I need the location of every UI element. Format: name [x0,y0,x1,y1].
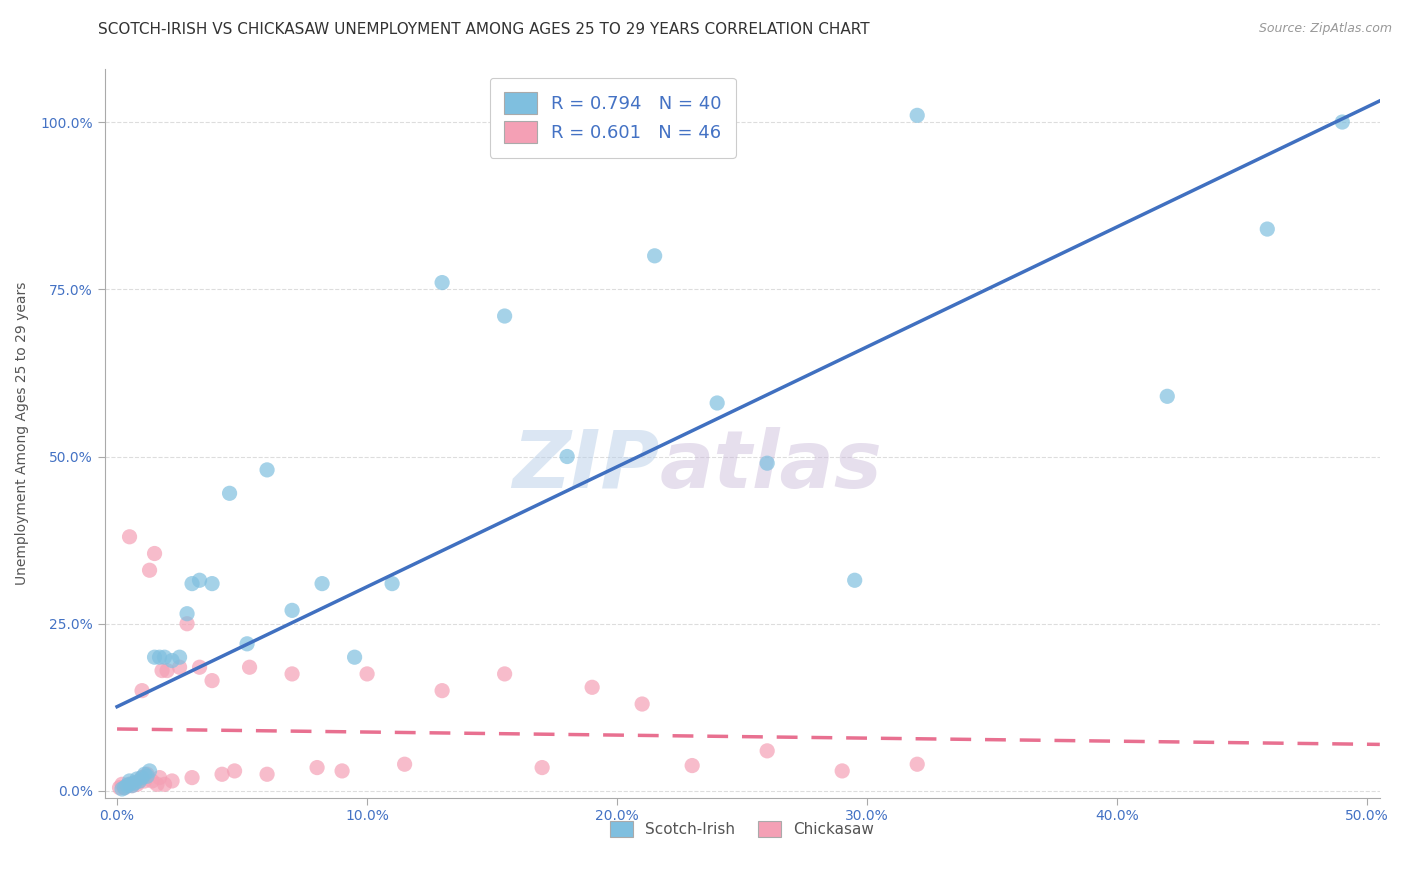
Point [150,664,173,678]
Point [218,486,240,500]
Point [118,777,141,791]
Point [381,576,404,591]
Point [176,607,198,621]
Point [181,576,204,591]
Point [131,771,153,785]
Point [124,776,146,790]
Point [1156,389,1178,403]
Point [256,767,278,781]
Point [706,396,728,410]
Point [307,761,329,775]
Point [756,456,779,470]
Point [153,777,176,791]
Point [356,667,378,681]
Point [905,108,928,122]
Point [1331,115,1354,129]
Point [494,309,516,323]
Point [494,667,516,681]
Point [330,764,353,778]
Y-axis label: Unemployment Among Ages 25 to 29 years: Unemployment Among Ages 25 to 29 years [15,281,30,585]
Point [115,779,138,793]
Point [128,774,150,789]
Point [121,779,143,793]
Text: atlas: atlas [659,427,882,505]
Point [756,744,779,758]
Point [188,574,211,588]
Point [581,681,603,695]
Point [146,777,169,791]
Point [156,664,179,678]
Point [143,650,166,665]
Point [131,771,153,785]
Point [148,650,170,665]
Point [430,276,453,290]
Point [134,767,156,781]
Point [108,780,131,795]
Point [281,603,304,617]
Point [644,249,666,263]
Point [343,650,366,665]
Point [1256,222,1278,236]
Point [118,530,141,544]
Point [201,673,224,688]
Point [555,450,578,464]
Point [111,782,134,797]
Point [905,757,928,772]
Point [138,563,160,577]
Point [160,654,183,668]
Point [236,637,259,651]
Point [128,774,150,789]
Point [311,576,333,591]
Point [121,779,143,793]
Point [125,772,148,786]
Point [430,683,453,698]
Point [169,650,191,665]
Point [831,764,853,778]
Point [136,767,159,781]
Text: ZIP: ZIP [512,427,659,505]
Point [224,764,246,778]
Point [181,771,204,785]
Point [141,774,163,789]
Point [118,777,141,791]
Text: Source: ZipAtlas.com: Source: ZipAtlas.com [1258,22,1392,36]
Point [394,757,416,772]
Point [153,650,176,665]
Point [136,769,159,783]
Point [124,776,146,790]
Point [531,761,554,775]
Point [114,780,136,795]
Point [115,779,138,793]
Point [114,780,136,795]
Point [281,667,304,681]
Point [138,764,160,778]
Point [239,660,262,674]
Point [143,547,166,561]
Point [125,777,148,791]
Point [160,774,183,789]
Point [148,771,170,785]
Point [169,660,191,674]
Point [111,777,134,791]
Point [681,758,703,772]
Text: SCOTCH-IRISH VS CHICKASAW UNEMPLOYMENT AMONG AGES 25 TO 29 YEARS CORRELATION CHA: SCOTCH-IRISH VS CHICKASAW UNEMPLOYMENT A… [98,22,870,37]
Point [118,774,141,789]
Point [134,774,156,789]
Point [211,767,233,781]
Point [201,576,224,591]
Point [631,697,654,711]
Point [176,616,198,631]
Point [844,574,866,588]
Point [131,683,153,698]
Point [256,463,278,477]
Point [188,660,211,674]
Legend: R = 0.794   N = 40, R = 0.601   N = 46: R = 0.794 N = 40, R = 0.601 N = 46 [489,78,737,158]
